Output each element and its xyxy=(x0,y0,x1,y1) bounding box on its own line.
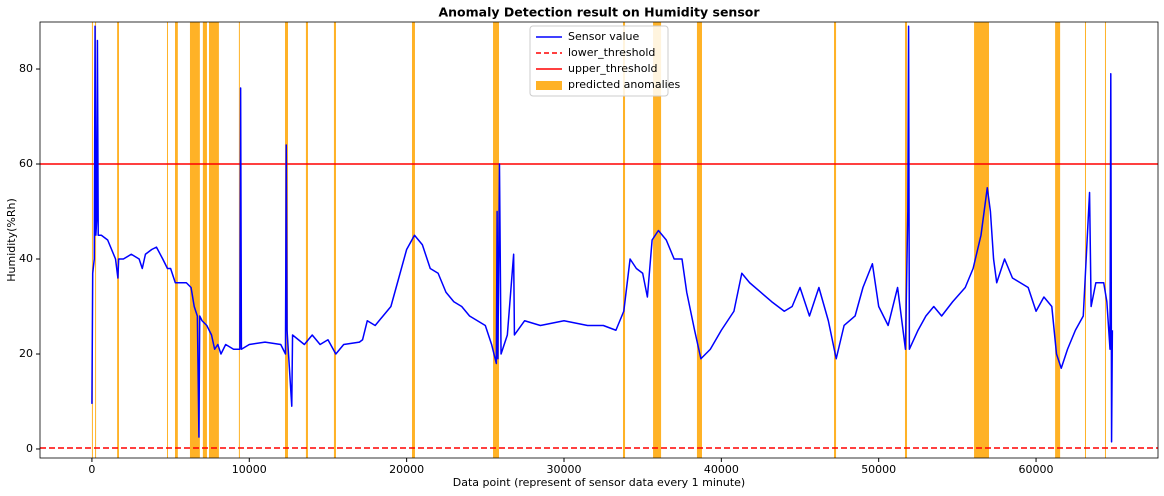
y-tick-label: 80 xyxy=(19,62,33,75)
anomaly-span xyxy=(622,22,626,458)
y-axis-label: Humidity(%Rh) xyxy=(5,198,18,282)
legend-label: lower_threshold xyxy=(568,46,655,59)
anomaly-span xyxy=(904,22,908,458)
anomaly-span xyxy=(333,22,336,458)
anomaly-span xyxy=(834,22,837,458)
y-tick-label: 0 xyxy=(26,442,33,455)
anomaly-span xyxy=(305,22,308,458)
axes: 0 10000 20000 30000 40000 50000 60000 0 20 40 60 80 xyxy=(19,62,1054,476)
y-tick-label: 60 xyxy=(19,157,33,170)
legend: Sensor value lower_threshold upper_thresho… xyxy=(529,25,680,97)
plot-area xyxy=(40,22,1158,458)
chart-title: Anomaly Detection result on Humidity sen… xyxy=(438,5,760,20)
anomaly-span xyxy=(202,22,207,458)
anomaly-span xyxy=(411,22,415,458)
x-axis-label: Data point (represent of sensor data eve… xyxy=(453,476,745,489)
series-line xyxy=(91,25,1114,443)
anomaly-span xyxy=(95,22,97,458)
anomaly-span xyxy=(175,22,178,458)
anomaly-span xyxy=(1055,22,1061,458)
anomaly-span xyxy=(493,22,500,458)
legend-label: upper_threshold xyxy=(568,62,658,75)
legend-swatch xyxy=(536,81,562,90)
anomaly-span xyxy=(696,22,702,458)
anomaly-span xyxy=(238,22,240,458)
plot-frame xyxy=(39,21,1159,459)
legend-label: predicted anomalies xyxy=(568,78,680,91)
x-tick-label: 10000 xyxy=(232,463,267,476)
anomaly-span xyxy=(189,22,200,458)
anomaly-span xyxy=(91,22,93,458)
x-tick-label: 30000 xyxy=(546,463,581,476)
anomaly-span xyxy=(117,22,119,458)
y-tick-label: 20 xyxy=(19,347,33,360)
y-tick-label: 40 xyxy=(19,252,33,265)
anomaly-span xyxy=(1084,22,1086,458)
anomaly-span xyxy=(208,22,219,458)
x-tick-label: 50000 xyxy=(861,463,896,476)
legend-label: Sensor value xyxy=(568,30,639,43)
anomaly-span xyxy=(653,22,662,458)
legend-box xyxy=(529,25,669,97)
x-tick-label: 40000 xyxy=(704,463,739,476)
x-tick-label: 60000 xyxy=(1019,463,1054,476)
x-tick-label: 0 xyxy=(88,463,95,476)
x-tick-label: 20000 xyxy=(389,463,424,476)
anomaly-span xyxy=(166,22,168,458)
anomaly-span xyxy=(1104,22,1106,458)
anomaly-span xyxy=(974,22,990,458)
